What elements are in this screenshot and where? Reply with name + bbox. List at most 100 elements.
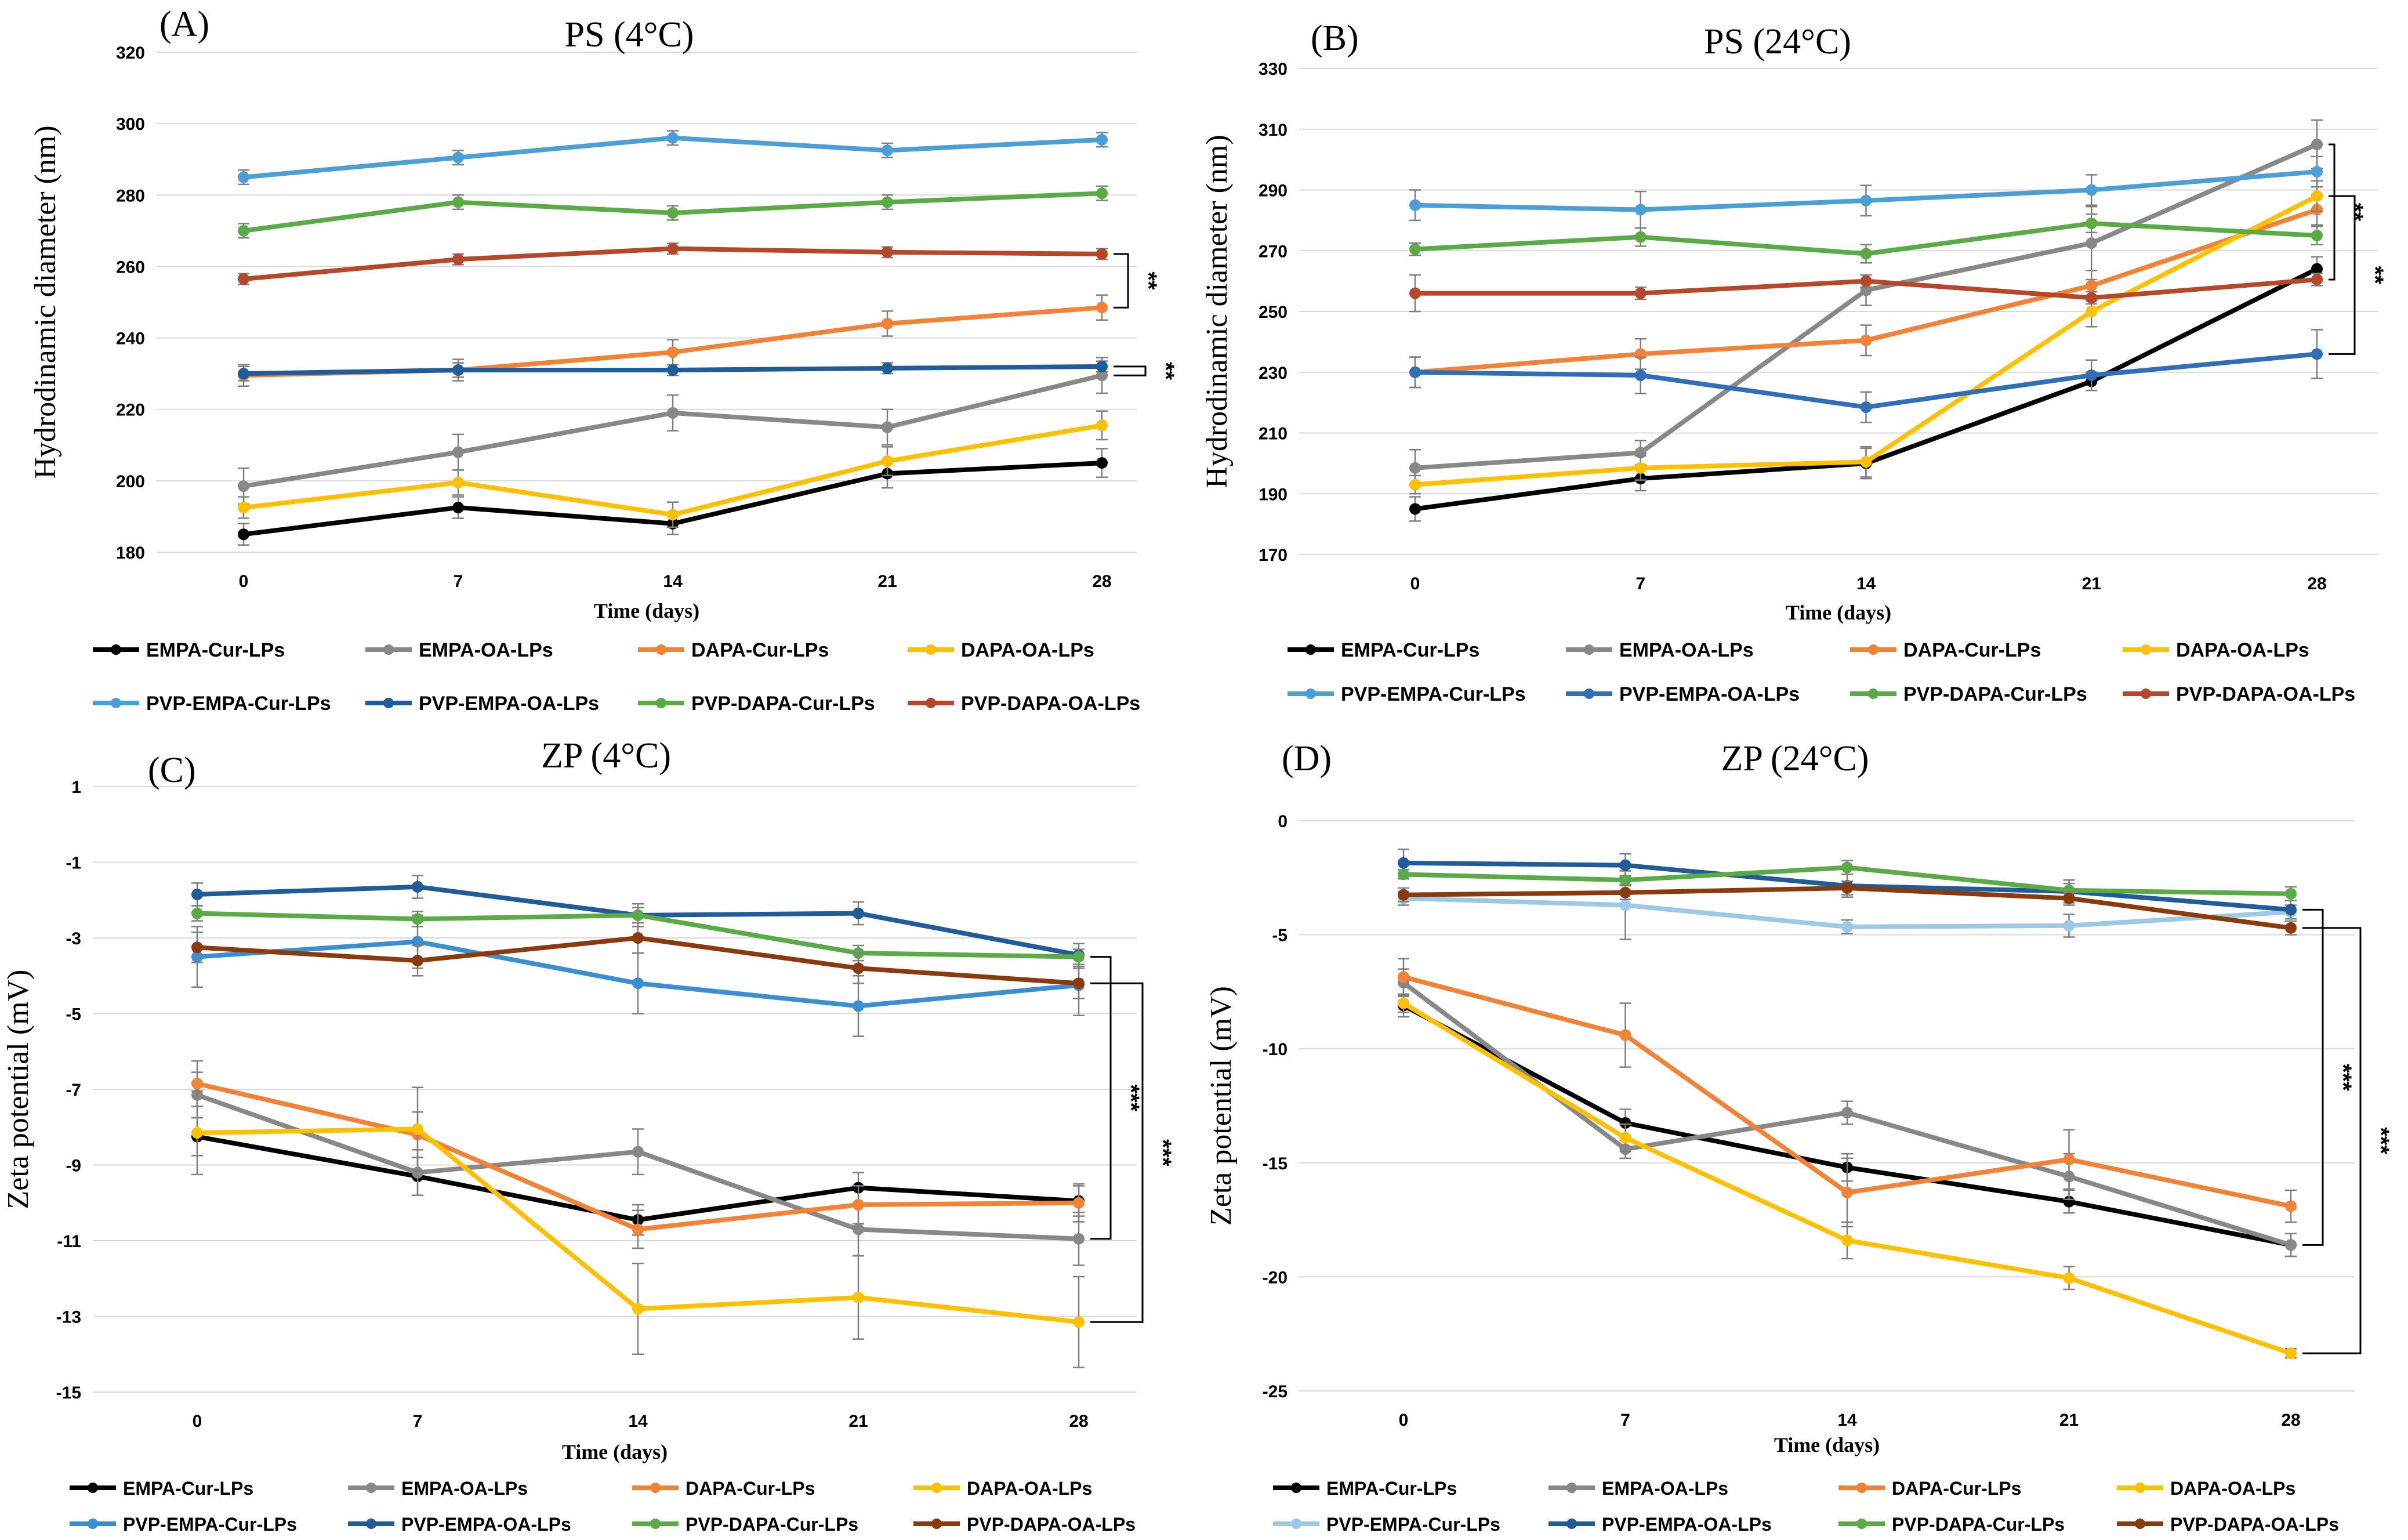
data-point [1634,287,1647,299]
x-tick-label: 7 [413,1412,423,1431]
y-tick-label: -5 [1272,926,1288,945]
data-point [1841,1186,1853,1198]
legend-label: DAPA-Cur-LPs [1892,1478,2021,1499]
series-dapa-oa-lps [1409,180,2323,495]
legend-item: PVP-EMPA-OA-LPs [365,693,599,715]
y-tick-label: -11 [57,1232,81,1251]
data-point [1634,204,1647,216]
significance-label: *** [2368,1127,2394,1154]
data-point [853,1199,864,1211]
data-point [1096,419,1108,432]
legend-label: PVP-EMPA-OA-LPs [1602,1514,1772,1535]
y-tick-label: -13 [56,1308,81,1327]
y-tick-label: 270 [1259,242,1288,261]
legend-swatch-marker [88,1519,98,1529]
panel-label: (B) [1311,19,1359,58]
data-point [452,476,464,488]
x-tick-label: 14 [1856,574,1876,593]
data-point [1841,1107,1853,1119]
significance-bracket: ** [1114,253,1161,309]
legend-label: EMPA-Cur-LPs [1341,639,1479,661]
significance-label: *** [2330,1064,2356,1091]
y-tick-label: -10 [1263,1040,1288,1059]
data-point [1096,133,1108,146]
series-pvp-dapa-cur-lps [1409,213,2323,264]
data-point [853,1223,864,1235]
legend-label: EMPA-Cur-LPs [146,639,285,661]
legend-item: EMPA-Cur-LPs [1288,639,1479,661]
data-point [1073,1197,1085,1209]
y-tick-label: 210 [1259,425,1288,444]
legend-swatch-marker [1856,1519,1867,1529]
y-tick-label: 280 [116,186,145,205]
x-tick-label: 7 [1635,574,1645,593]
legend-swatch-marker [656,644,666,655]
legend-label: PVP-EMPA-OA-LPs [401,1514,571,1535]
legend-label: PVP-DAPA-OA-LPs [2170,1514,2339,1535]
data-point [2086,369,2098,381]
y-tick-label: -1 [66,854,81,873]
legend-label: PVP-DAPA-OA-LPs [967,1514,1136,1535]
data-point [1860,194,1872,206]
data-point [1409,503,1421,515]
data-point [1860,334,1872,346]
series-dapa-cur-lps [191,1060,1085,1249]
data-point [1398,971,1409,983]
data-point [412,880,423,893]
y-tick-label: -15 [56,1383,81,1403]
legend-swatch-marker [383,698,394,708]
legend-swatch-marker [2141,689,2151,699]
legend-label: DAPA-OA-LPs [2170,1478,2295,1499]
legend-label: EMPA-Cur-LPs [123,1478,253,1499]
data-point [1409,462,1421,474]
data-point [667,509,679,521]
x-tick-label: 21 [2082,574,2101,593]
legend-label: PVP-DAPA-Cur-LPs [686,1514,858,1535]
series-dapa-cur-lps [1398,958,2297,1228]
series-dapa-oa-lps [238,410,1108,528]
legend-swatch-marker [931,1483,942,1493]
data-point [1619,899,1631,911]
data-point [1619,874,1631,886]
x-tick-label: 14 [1837,1411,1857,1430]
series-empa-oa-lps [1409,119,2323,487]
x-tick-label: 0 [1410,574,1420,593]
data-point [1096,302,1108,314]
x-tick-label: 0 [239,572,249,591]
legend-item: PVP-DAPA-Cur-LPs [1838,1514,2065,1535]
data-point [1096,248,1108,260]
legend-swatch-marker [88,1483,98,1493]
data-point [667,207,679,219]
data-point [882,421,893,433]
data-point [191,941,203,954]
x-axis-label: Time (days) [594,599,699,622]
legend-label: PVP-EMPA-Cur-LPs [1326,1514,1500,1535]
legend-label: PVP-EMPA-Cur-LPs [146,693,331,715]
bracket-line [2329,195,2356,355]
data-point [1409,287,1421,299]
legend-label: PVP-EMPA-Cur-LPs [123,1514,297,1535]
legend-swatch-marker [111,698,121,708]
legend-label: PVP-DAPA-Cur-LPs [1903,683,2087,705]
data-point [1409,199,1421,211]
data-point [452,502,464,514]
legend-swatch-marker [1584,644,1594,655]
chart-title: PS (4°C) [565,15,694,55]
significance-bracket: *** [2302,908,2356,1246]
data-point [2311,190,2323,202]
data-point [2063,892,2075,904]
data-point [412,913,423,925]
data-point [1619,1132,1631,1144]
data-point [2311,166,2323,178]
data-point [632,977,644,990]
data-point [1860,401,1872,413]
data-point [1409,243,1421,255]
data-point [191,1078,203,1090]
legend-label: PVP-EMPA-Cur-LPs [1341,683,1526,705]
legend-item: PVP-DAPA-OA-LPs [913,1514,1136,1535]
series-pvp-dapa-oa-lps [1398,880,2297,936]
x-axis-label: Time (days) [1786,601,1891,624]
legend-item: EMPA-OA-LPs [1548,1478,1728,1499]
data-point [632,932,644,944]
